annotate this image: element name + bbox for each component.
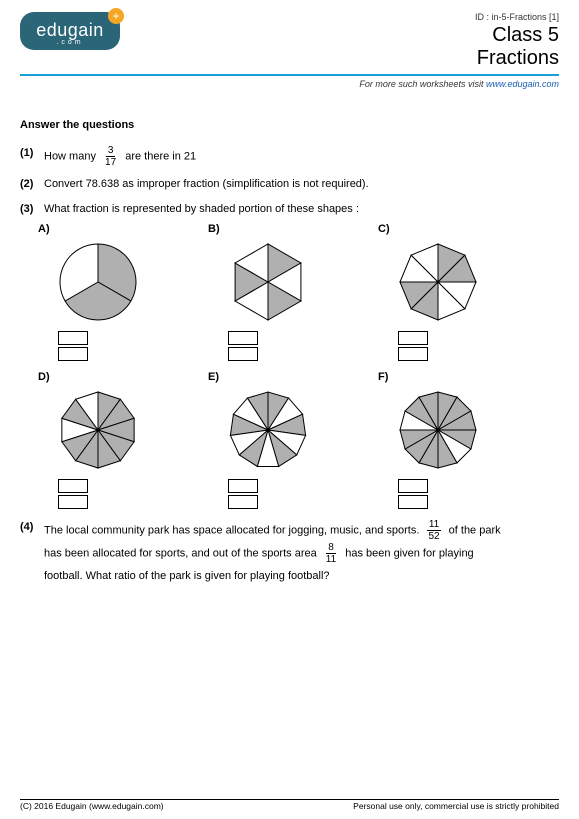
logo: edugain .com + — [20, 12, 120, 50]
question-1: (1) How many 3 17 are there in 21 — [20, 145, 559, 168]
q4-text-2: of the park — [449, 524, 501, 536]
answer-fraction-boxes — [58, 479, 158, 509]
visit-link[interactable]: www.edugain.com — [486, 79, 559, 89]
fraction-shape — [395, 239, 481, 325]
question-2: (2) Convert 78.638 as improper fraction … — [20, 176, 559, 193]
question-3: (3) What fraction is represented by shad… — [20, 201, 559, 218]
fraction: 11 52 — [426, 519, 441, 542]
fraction-numerator: 3 — [106, 145, 116, 157]
plus-icon: + — [108, 8, 124, 24]
answer-numerator-box[interactable] — [398, 331, 428, 345]
question-number: (1) — [20, 145, 44, 168]
question-number: (2) — [20, 176, 44, 193]
shape-label: C) — [378, 223, 498, 235]
fraction-numerator: 8 — [326, 542, 336, 554]
fraction-shape — [55, 239, 141, 325]
visit-line: For more such worksheets visit www.eduga… — [20, 79, 559, 89]
answer-numerator-box[interactable] — [58, 479, 88, 493]
question-number: (3) — [20, 201, 44, 218]
footer: (C) 2016 Edugain (www.edugain.com) Perso… — [20, 799, 559, 811]
shape-label: E) — [208, 371, 328, 383]
shapes-row: A) B) C) — [38, 223, 559, 361]
answer-denominator-box[interactable] — [398, 347, 428, 361]
answer-denominator-box[interactable] — [58, 495, 88, 509]
visit-prefix: For more such worksheets visit — [359, 79, 486, 89]
fraction-shape — [225, 239, 311, 325]
logo-subtext: .com — [56, 39, 83, 46]
q4-text-3: has been allocated for sports, and out o… — [44, 547, 320, 559]
q1-text-pre: How many — [44, 150, 99, 162]
shape-cell: A) — [38, 223, 158, 361]
shape-cell: E) — [208, 371, 328, 509]
answer-fraction-boxes — [58, 331, 158, 361]
answer-denominator-box[interactable] — [58, 347, 88, 361]
answer-denominator-box[interactable] — [398, 495, 428, 509]
shape-cell: C) — [378, 223, 498, 361]
shape-cell: B) — [208, 223, 328, 361]
shape-cell: F) — [378, 371, 498, 509]
shape-label: B) — [208, 223, 328, 235]
q4-text-1: The local community park has space alloc… — [44, 524, 422, 536]
fraction-shape — [225, 387, 311, 473]
q1-text-post: are there in 21 — [125, 150, 196, 162]
shape-label: D) — [38, 371, 158, 383]
topic-title: Fractions — [475, 47, 559, 70]
question-4: (4) The local community park has space a… — [20, 519, 559, 587]
fraction-denominator: 52 — [426, 531, 441, 542]
question-number: (4) — [20, 519, 44, 587]
fraction-shape — [395, 387, 481, 473]
footer-notice: Personal use only, commercial use is str… — [353, 801, 559, 811]
shapes-row: D) E) F) — [38, 371, 559, 509]
answer-denominator-box[interactable] — [228, 347, 258, 361]
fraction-shape — [55, 387, 141, 473]
q2-text: Convert 78.638 as improper fraction (sim… — [44, 176, 559, 193]
fraction: 8 11 — [324, 542, 338, 565]
shape-label: A) — [38, 223, 158, 235]
fraction: 3 17 — [103, 145, 118, 168]
q3-text: What fraction is represented by shaded p… — [44, 201, 559, 218]
q4-text-4: has been given for playing — [345, 547, 473, 559]
q4-text-5: football. What ratio of the park is give… — [44, 570, 330, 582]
shape-label: F) — [378, 371, 498, 383]
logo-text: edugain — [36, 20, 104, 41]
section-title: Answer the questions — [20, 119, 559, 131]
class-title: Class 5 — [475, 24, 559, 47]
answer-numerator-box[interactable] — [228, 331, 258, 345]
footer-copyright: (C) 2016 Edugain (www.edugain.com) — [20, 801, 164, 811]
shape-cell: D) — [38, 371, 158, 509]
answer-fraction-boxes — [398, 331, 498, 361]
answer-denominator-box[interactable] — [228, 495, 258, 509]
header-divider — [20, 74, 559, 76]
answer-fraction-boxes — [398, 479, 498, 509]
worksheet-id: ID : in-5-Fractions [1] — [475, 12, 559, 22]
answer-numerator-box[interactable] — [228, 479, 258, 493]
answer-numerator-box[interactable] — [58, 331, 88, 345]
fraction-denominator: 17 — [103, 157, 118, 168]
answer-fraction-boxes — [228, 479, 328, 509]
fraction-denominator: 11 — [324, 554, 338, 565]
answer-numerator-box[interactable] — [398, 479, 428, 493]
answer-fraction-boxes — [228, 331, 328, 361]
fraction-numerator: 11 — [427, 519, 441, 531]
